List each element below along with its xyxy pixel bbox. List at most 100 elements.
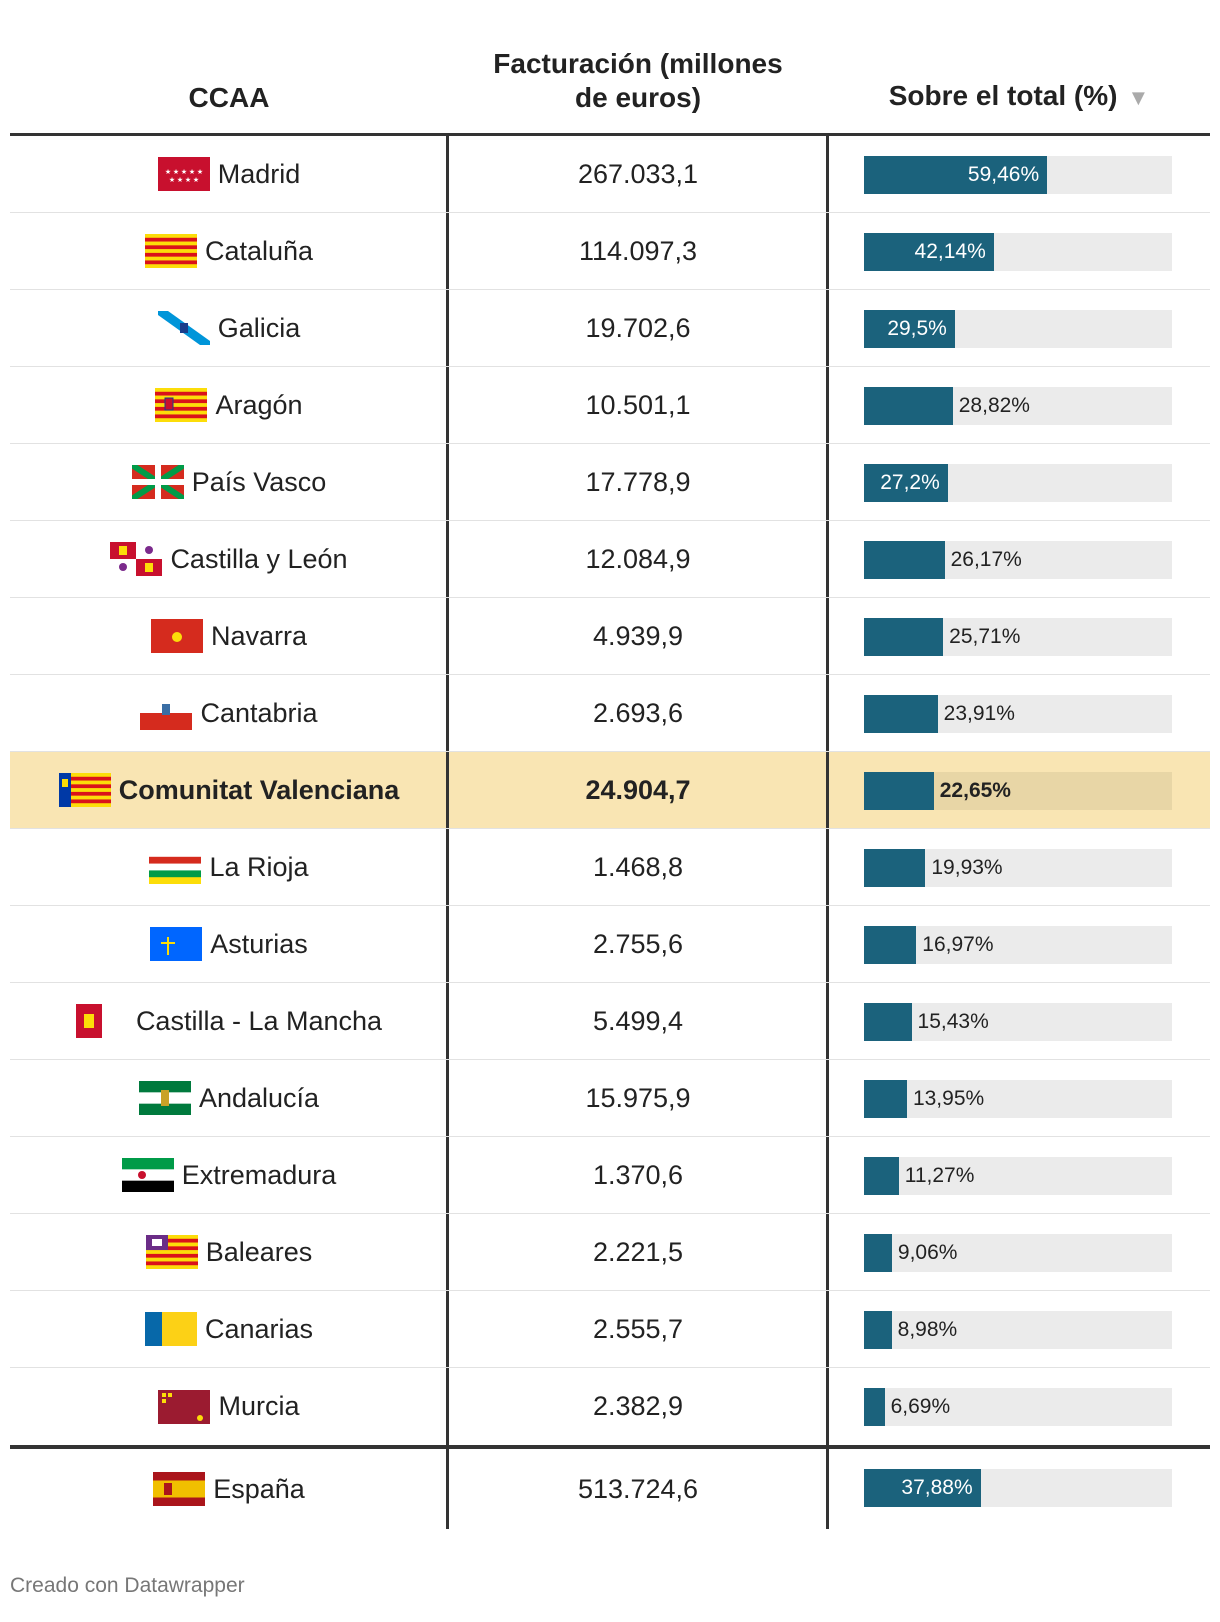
bar-track: 27,2% (864, 464, 1172, 502)
ccaa-cell: ★ ★ ★ ★ ★ ★ ★ ★ ★ Madrid (10, 136, 448, 212)
bar-track: 28,82% (864, 387, 1172, 425)
ccaa-cell: Galicia (10, 290, 448, 366)
svg-text:★: ★ (197, 168, 203, 176)
ccaa-cell: Aragón (10, 367, 448, 443)
column-divider (826, 290, 829, 366)
ccaa-name: Cataluña (204, 235, 314, 266)
ccaa-name: Extremadura (181, 1159, 337, 1190)
column-divider (446, 136, 449, 212)
footer-credit[interactable]: Creado con Datawrapper (10, 1574, 245, 1597)
facturacion-value: 513.724,6 (577, 1473, 699, 1504)
cantabria-flag-icon (140, 696, 193, 730)
facturacion-value: 5.499,4 (592, 1005, 684, 1036)
ccaa-cell: Castilla - La Mancha (10, 983, 448, 1059)
bar-track: 8,98% (864, 1311, 1172, 1349)
bar-track: 26,17% (864, 541, 1172, 579)
pct-label: 8,98% (897, 1318, 958, 1341)
facturacion-value: 2.382,9 (592, 1391, 684, 1421)
column-divider (446, 1060, 449, 1136)
ccaa-name: Galicia (217, 312, 301, 343)
pct-bar (864, 849, 926, 887)
pct-label: 16,97% (922, 933, 994, 956)
pct-bar (864, 772, 934, 810)
column-header-sobre-total[interactable]: Sobre el total (%) ▼ (828, 79, 1210, 115)
total-row: España 513.724,6 37,88% (10, 1445, 1210, 1529)
bar-track: 59,46% (864, 156, 1172, 194)
table-body: ★ ★ ★ ★ ★ ★ ★ ★ ★ Madrid 267.033,1 59,46% Cataluña 11… (10, 136, 1210, 1529)
ccaa-cell: Cantabria (10, 675, 448, 751)
pct-cell: 37,88% (828, 1449, 1210, 1529)
facturacion-value: 2.555,7 (592, 1313, 684, 1344)
facturacion-value: 10.501,1 (585, 389, 691, 420)
column-divider (446, 906, 449, 982)
pct-label: 6,69% (890, 1395, 951, 1418)
baleares-flag-icon (145, 1235, 198, 1269)
table-row: Asturias 2.755,6 16,97% (10, 906, 1210, 983)
column-header-facturacion[interactable]: Facturación (millones de euros) (448, 47, 828, 115)
column-divider (446, 752, 449, 828)
ccaa-name: Comunitat Valenciana (118, 774, 400, 805)
pct-cell: 42,14% (828, 213, 1210, 289)
svg-text:★: ★ (185, 176, 191, 184)
ccaa-name: La Rioja (209, 851, 309, 882)
pct-cell: 22,65% (828, 752, 1210, 828)
pct-bar (864, 233, 994, 271)
ccaa-cell: Castilla y León (10, 521, 448, 597)
pct-bar (864, 310, 955, 348)
table-row: Canarias 2.555,7 8,98% (10, 1291, 1210, 1368)
pct-label: 13,95% (912, 1087, 985, 1110)
svg-text:★: ★ (173, 168, 179, 176)
ccaa-cell: Canarias (10, 1291, 448, 1367)
column-divider (826, 598, 829, 674)
pct-label: 11,27% (904, 1164, 975, 1187)
table-row: Baleares 2.221,5 9,06% (10, 1214, 1210, 1291)
column-divider (826, 1291, 829, 1367)
pct-bar (864, 387, 953, 425)
column-header-facturacion-line2: de euros) (574, 82, 702, 113)
ccaa-name: Navarra (210, 620, 308, 651)
pct-bar (864, 618, 944, 656)
canarias-flag-icon (144, 1312, 197, 1346)
facturacion-value: 15.975,9 (585, 1082, 691, 1113)
pct-bar (864, 1003, 912, 1041)
pct-cell: 9,06% (828, 1214, 1210, 1290)
facturacion-value: 19.702,6 (585, 312, 691, 343)
pct-bar (864, 1080, 907, 1118)
ccaa-cell: Andalucía (10, 1060, 448, 1136)
table-row: Navarra 4.939,9 25,71% (10, 598, 1210, 675)
pct-bar (864, 541, 945, 579)
bar-track: 23,91% (864, 695, 1172, 733)
pct-label: 59,46% (967, 163, 1040, 186)
table-row: Comunitat Valenciana 24.904,7 22,65% (10, 752, 1210, 829)
bar-track: 22,65% (864, 772, 1172, 810)
column-divider (446, 1291, 449, 1367)
ccaa-cell: Murcia (10, 1368, 448, 1445)
sort-descending-icon[interactable]: ▼ (1127, 85, 1150, 110)
svg-text:★: ★ (169, 176, 175, 184)
column-divider (446, 675, 449, 751)
facturacion-value: 2.755,6 (592, 928, 684, 959)
column-divider (446, 444, 449, 520)
ccaa-cell: Navarra (10, 598, 448, 674)
bar-track: 16,97% (864, 926, 1172, 964)
ccaa-cell: Extremadura (10, 1137, 448, 1213)
pct-bar (864, 1388, 885, 1426)
bar-track: 11,27% (864, 1157, 1172, 1195)
table-row: Extremadura 1.370,6 11,27% (10, 1137, 1210, 1214)
pct-bar (864, 1157, 899, 1195)
bar-track: 9,06% (864, 1234, 1172, 1272)
galicia-flag-icon (157, 311, 210, 345)
pct-cell: 27,2% (828, 444, 1210, 520)
svg-text:★: ★ (165, 168, 171, 176)
column-divider (826, 1449, 829, 1529)
svg-text:★: ★ (177, 176, 183, 184)
column-header-ccaa[interactable]: CCAA (10, 81, 448, 115)
column-divider (826, 444, 829, 520)
ccaa-name: Baleares (205, 1236, 313, 1267)
valenciana-flag-icon (58, 773, 111, 807)
espana-flag-icon (153, 1472, 206, 1506)
pct-label: 37,88% (901, 1476, 973, 1499)
pct-bar (864, 926, 917, 964)
table-row: Aragón 10.501,1 28,82% (10, 367, 1210, 444)
ccaa-name: España (213, 1473, 305, 1504)
